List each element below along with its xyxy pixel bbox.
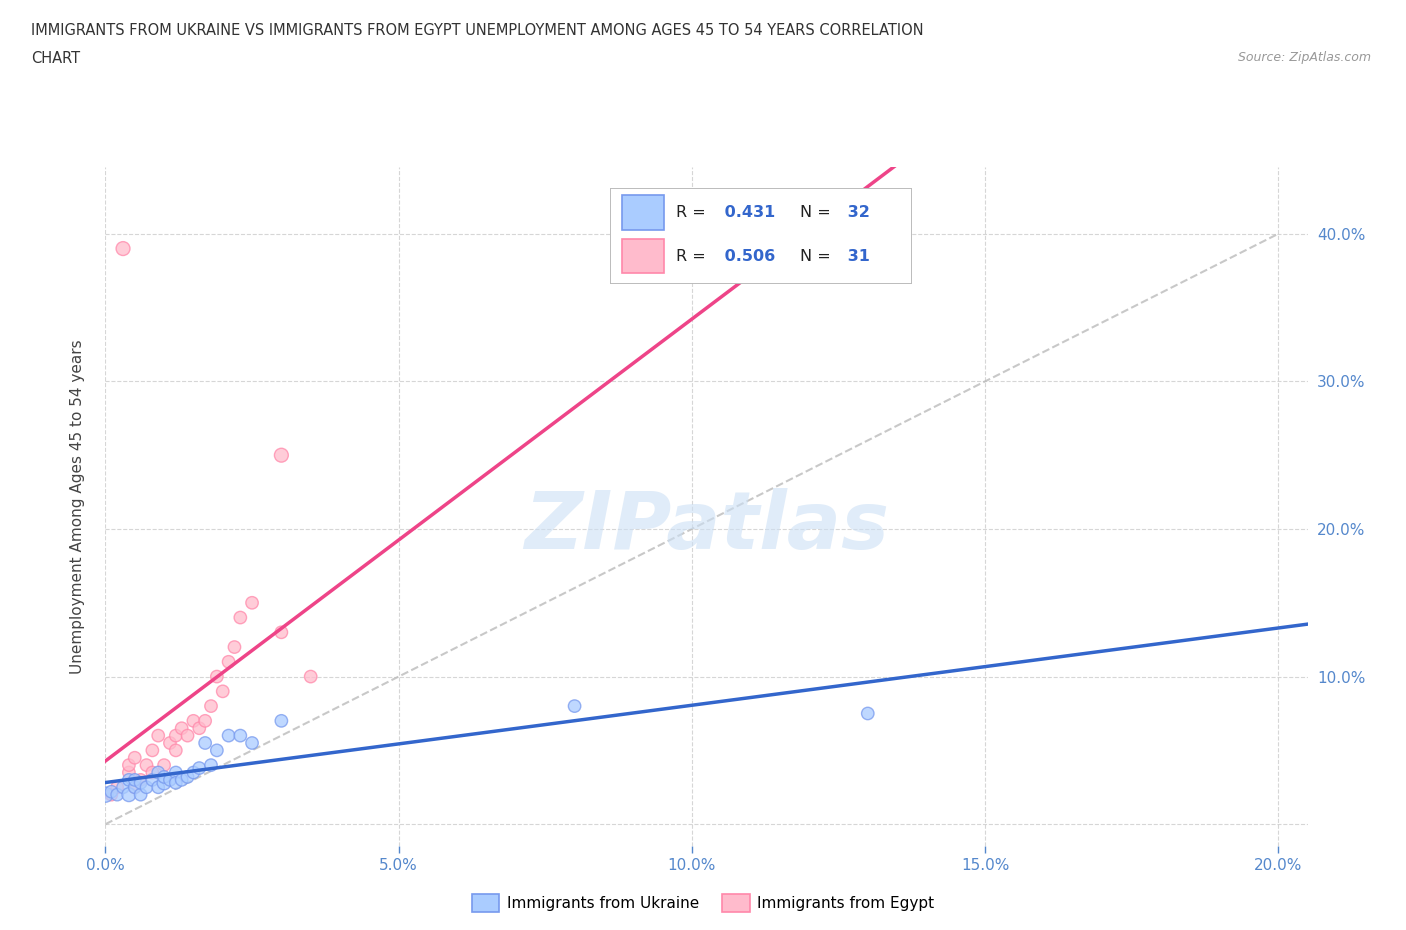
Point [240,595,263,610]
Point [105,787,128,802]
Point [159,773,181,788]
Legend: Immigrants from Ukraine, Immigrants from Egypt: Immigrants from Ukraine, Immigrants from… [465,888,941,918]
Point [229,610,252,625]
Point [141,773,163,788]
Point [165,765,187,780]
Point [124,780,146,795]
Point [176,769,198,784]
Point [129,787,152,802]
Point [135,758,157,773]
FancyBboxPatch shape [623,195,665,230]
Point [856,706,879,721]
Text: ZIPatlas: ZIPatlas [524,488,889,566]
Point [170,721,193,736]
Point [240,736,263,751]
Point [183,713,205,728]
Point [205,743,228,758]
Point [129,776,152,790]
Point [270,447,292,462]
Point [270,625,292,640]
Text: 31: 31 [842,248,870,264]
Text: 32: 32 [842,205,870,220]
Text: IMMIGRANTS FROM UKRAINE VS IMMIGRANTS FROM EGYPT UNEMPLOYMENT AMONG AGES 45 TO 5: IMMIGRANTS FROM UKRAINE VS IMMIGRANTS FR… [31,23,924,38]
Point [124,751,146,765]
Point [159,736,181,751]
Point [165,743,187,758]
Point [224,640,246,655]
Point [141,743,163,758]
Point [112,241,135,256]
Point [218,728,240,743]
Point [205,670,228,684]
Point [299,670,322,684]
Point [153,758,176,773]
Point [118,787,141,802]
Point [218,655,240,670]
Text: Source: ZipAtlas.com: Source: ZipAtlas.com [1237,51,1371,64]
Point [118,758,141,773]
Point [100,787,122,802]
Point [129,773,152,788]
Point [94,787,117,802]
Text: N =: N = [800,248,831,264]
Text: R =: R = [676,248,706,264]
Point [183,765,205,780]
Point [176,728,198,743]
Point [141,765,163,780]
Point [124,773,146,788]
Point [194,736,217,751]
Point [200,698,222,713]
Point [170,773,193,788]
Point [118,765,141,780]
Text: N =: N = [800,205,831,220]
Point [188,761,211,776]
FancyBboxPatch shape [623,239,665,273]
Point [112,780,135,795]
Point [165,776,187,790]
Y-axis label: Unemployment Among Ages 45 to 54 years: Unemployment Among Ages 45 to 54 years [70,339,86,674]
Point [148,780,170,795]
Text: R =: R = [676,205,706,220]
Point [124,780,146,795]
Point [148,728,170,743]
Point [200,758,222,773]
Text: 0.506: 0.506 [718,248,775,264]
Point [229,728,252,743]
Point [165,728,187,743]
Point [194,713,217,728]
Point [118,773,141,788]
Point [211,684,233,698]
Text: CHART: CHART [31,51,80,66]
Point [135,780,157,795]
Text: 0.431: 0.431 [718,205,775,220]
Point [148,765,170,780]
Point [153,769,176,784]
Point [270,713,292,728]
Point [153,776,176,790]
Point [564,698,586,713]
Point [188,721,211,736]
Point [105,780,128,795]
Point [100,784,122,799]
